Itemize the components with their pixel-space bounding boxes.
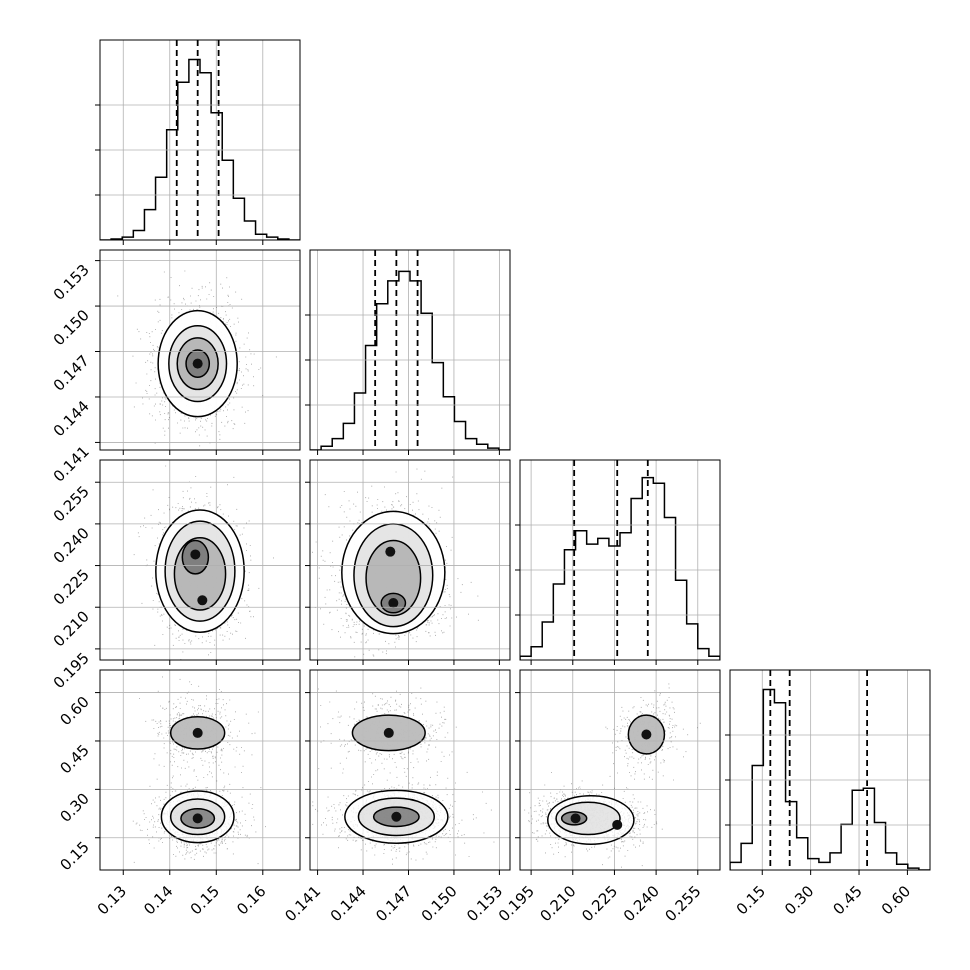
y-tick-label: 0.255 xyxy=(50,482,93,525)
joint-panel-3-0 xyxy=(95,669,301,875)
x-tick-label: 0.141 xyxy=(281,882,324,925)
density-peak xyxy=(388,598,399,609)
x-tick-label: 0.15 xyxy=(733,882,769,918)
x-tick-label: 0.240 xyxy=(620,882,663,925)
joint-panel-3-2 xyxy=(515,669,721,875)
panel-frame xyxy=(519,459,721,661)
joint-panel-2-0 xyxy=(95,459,301,665)
y-tick-label: 0.144 xyxy=(50,397,93,440)
panel-frame xyxy=(99,39,301,241)
y-tick-label: 0.30 xyxy=(56,789,92,825)
x-tick-label: 0.16 xyxy=(233,882,269,918)
panel-frame xyxy=(99,249,301,451)
density-contour xyxy=(555,801,621,836)
joint-panel-3-1 xyxy=(305,669,511,875)
panel-frame xyxy=(309,459,511,661)
y-tick-label: 0.147 xyxy=(50,352,93,395)
histogram-panel-2 xyxy=(515,459,721,665)
y-tick-label: 0.150 xyxy=(50,306,93,349)
x-tick-label: 0.15 xyxy=(187,882,223,918)
histogram-line xyxy=(730,688,930,870)
density-peak xyxy=(383,727,394,738)
histogram-line xyxy=(310,270,510,450)
density-peak xyxy=(190,549,201,560)
y-tick-label: 0.210 xyxy=(50,607,93,650)
histogram-panel-3 xyxy=(725,669,931,875)
panel-frame xyxy=(99,459,301,661)
x-tick-label: 0.255 xyxy=(662,882,705,925)
density-peak xyxy=(570,813,581,824)
density-peak xyxy=(192,727,203,738)
x-tick-label: 0.45 xyxy=(830,882,866,918)
panel-frame xyxy=(309,669,511,871)
x-tick-label: 0.13 xyxy=(94,882,130,918)
x-tick-label: 0.150 xyxy=(418,882,461,925)
y-tick-label: 0.153 xyxy=(50,261,93,304)
panel-frame xyxy=(729,669,931,871)
y-tick-label: 0.195 xyxy=(50,649,93,692)
density-peak xyxy=(192,358,203,369)
y-tick-label: 0.15 xyxy=(56,838,92,874)
x-tick-label: 0.225 xyxy=(578,882,621,925)
y-tick-label: 0.225 xyxy=(50,566,93,609)
density-peak xyxy=(197,595,208,606)
density-peak xyxy=(641,729,652,740)
panel-frame xyxy=(309,249,511,451)
y-tick-label: 0.60 xyxy=(56,693,92,729)
y-tick-label: 0.45 xyxy=(56,741,92,777)
x-tick-label: 0.144 xyxy=(327,882,370,925)
density-peak xyxy=(385,546,396,557)
panel-frame xyxy=(99,669,301,871)
density-contour xyxy=(365,539,422,617)
histogram-panel-1 xyxy=(305,249,511,455)
histogram-line xyxy=(100,58,300,240)
panel-frame xyxy=(519,669,721,871)
y-tick-label: 0.141 xyxy=(50,443,93,486)
x-tick-label: 0.195 xyxy=(495,882,538,925)
density-peak xyxy=(391,811,402,822)
y-tick-label: 0.240 xyxy=(50,524,93,567)
x-tick-label: 0.14 xyxy=(140,882,176,918)
histogram-panel-0 xyxy=(95,39,301,245)
x-tick-label: 0.30 xyxy=(781,882,817,918)
x-tick-label: 0.60 xyxy=(878,882,914,918)
density-peak xyxy=(192,813,203,824)
histogram-line xyxy=(520,476,720,660)
density-peak xyxy=(612,819,623,830)
x-tick-label: 0.210 xyxy=(537,882,580,925)
joint-panel-2-1 xyxy=(305,459,511,665)
joint-panel-1-0 xyxy=(95,249,301,455)
x-tick-label: 0.147 xyxy=(372,882,415,925)
